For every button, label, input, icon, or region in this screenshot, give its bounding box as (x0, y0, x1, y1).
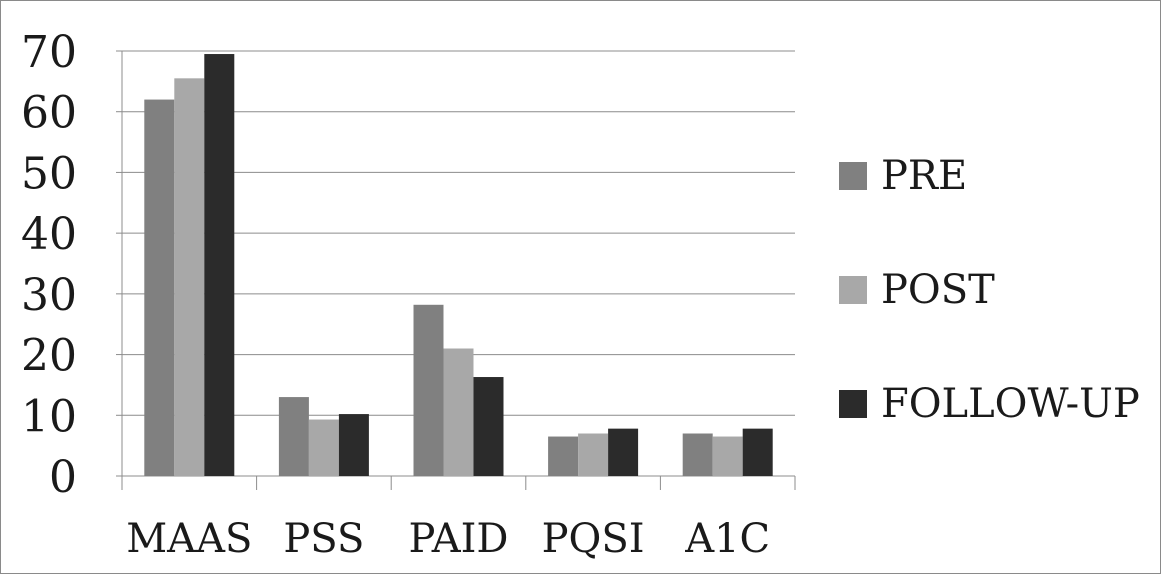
y-tick-label: 0 (49, 452, 77, 503)
bar-pqsi-follow-up (608, 428, 639, 476)
legend-label: PRE (881, 153, 967, 199)
x-tick-label: PQSI (542, 516, 645, 562)
y-tick-label: 70 (21, 27, 77, 78)
x-tick-label: PSS (283, 516, 364, 562)
y-tick-label: 30 (21, 270, 77, 321)
legend-label: FOLLOW-UP (881, 381, 1140, 427)
bar-pqsi-post (578, 433, 609, 476)
y-tick-label: 40 (21, 209, 77, 260)
x-tick-label: A1C (684, 516, 770, 562)
bar-paid-pre (413, 304, 444, 476)
x-tick-label: PAID (409, 516, 509, 562)
bar-pss-follow-up (338, 414, 369, 476)
bar-a1c-follow-up (742, 428, 773, 476)
bar-pss-pre (278, 397, 309, 476)
legend-label: POST (881, 267, 995, 313)
legend-swatch (839, 276, 867, 304)
bar-paid-follow-up (473, 377, 504, 476)
bar-a1c-post (712, 436, 743, 476)
y-tick-label: 10 (21, 391, 77, 442)
bar-maas-pre (144, 99, 175, 477)
legend-swatch (839, 390, 867, 418)
y-tick-label: 50 (21, 148, 77, 199)
bar-a1c-pre (682, 433, 713, 476)
bar-pss-post (308, 419, 339, 476)
bar-paid-post (443, 348, 474, 476)
y-tick-label: 60 (21, 88, 77, 139)
bar-maas-follow-up (204, 54, 235, 477)
bar-maas-post (174, 78, 205, 477)
bar-pqsi-pre (548, 436, 579, 476)
x-tick-label: MAAS (126, 516, 252, 562)
legend-swatch (839, 162, 867, 190)
y-tick-label: 20 (21, 331, 77, 382)
